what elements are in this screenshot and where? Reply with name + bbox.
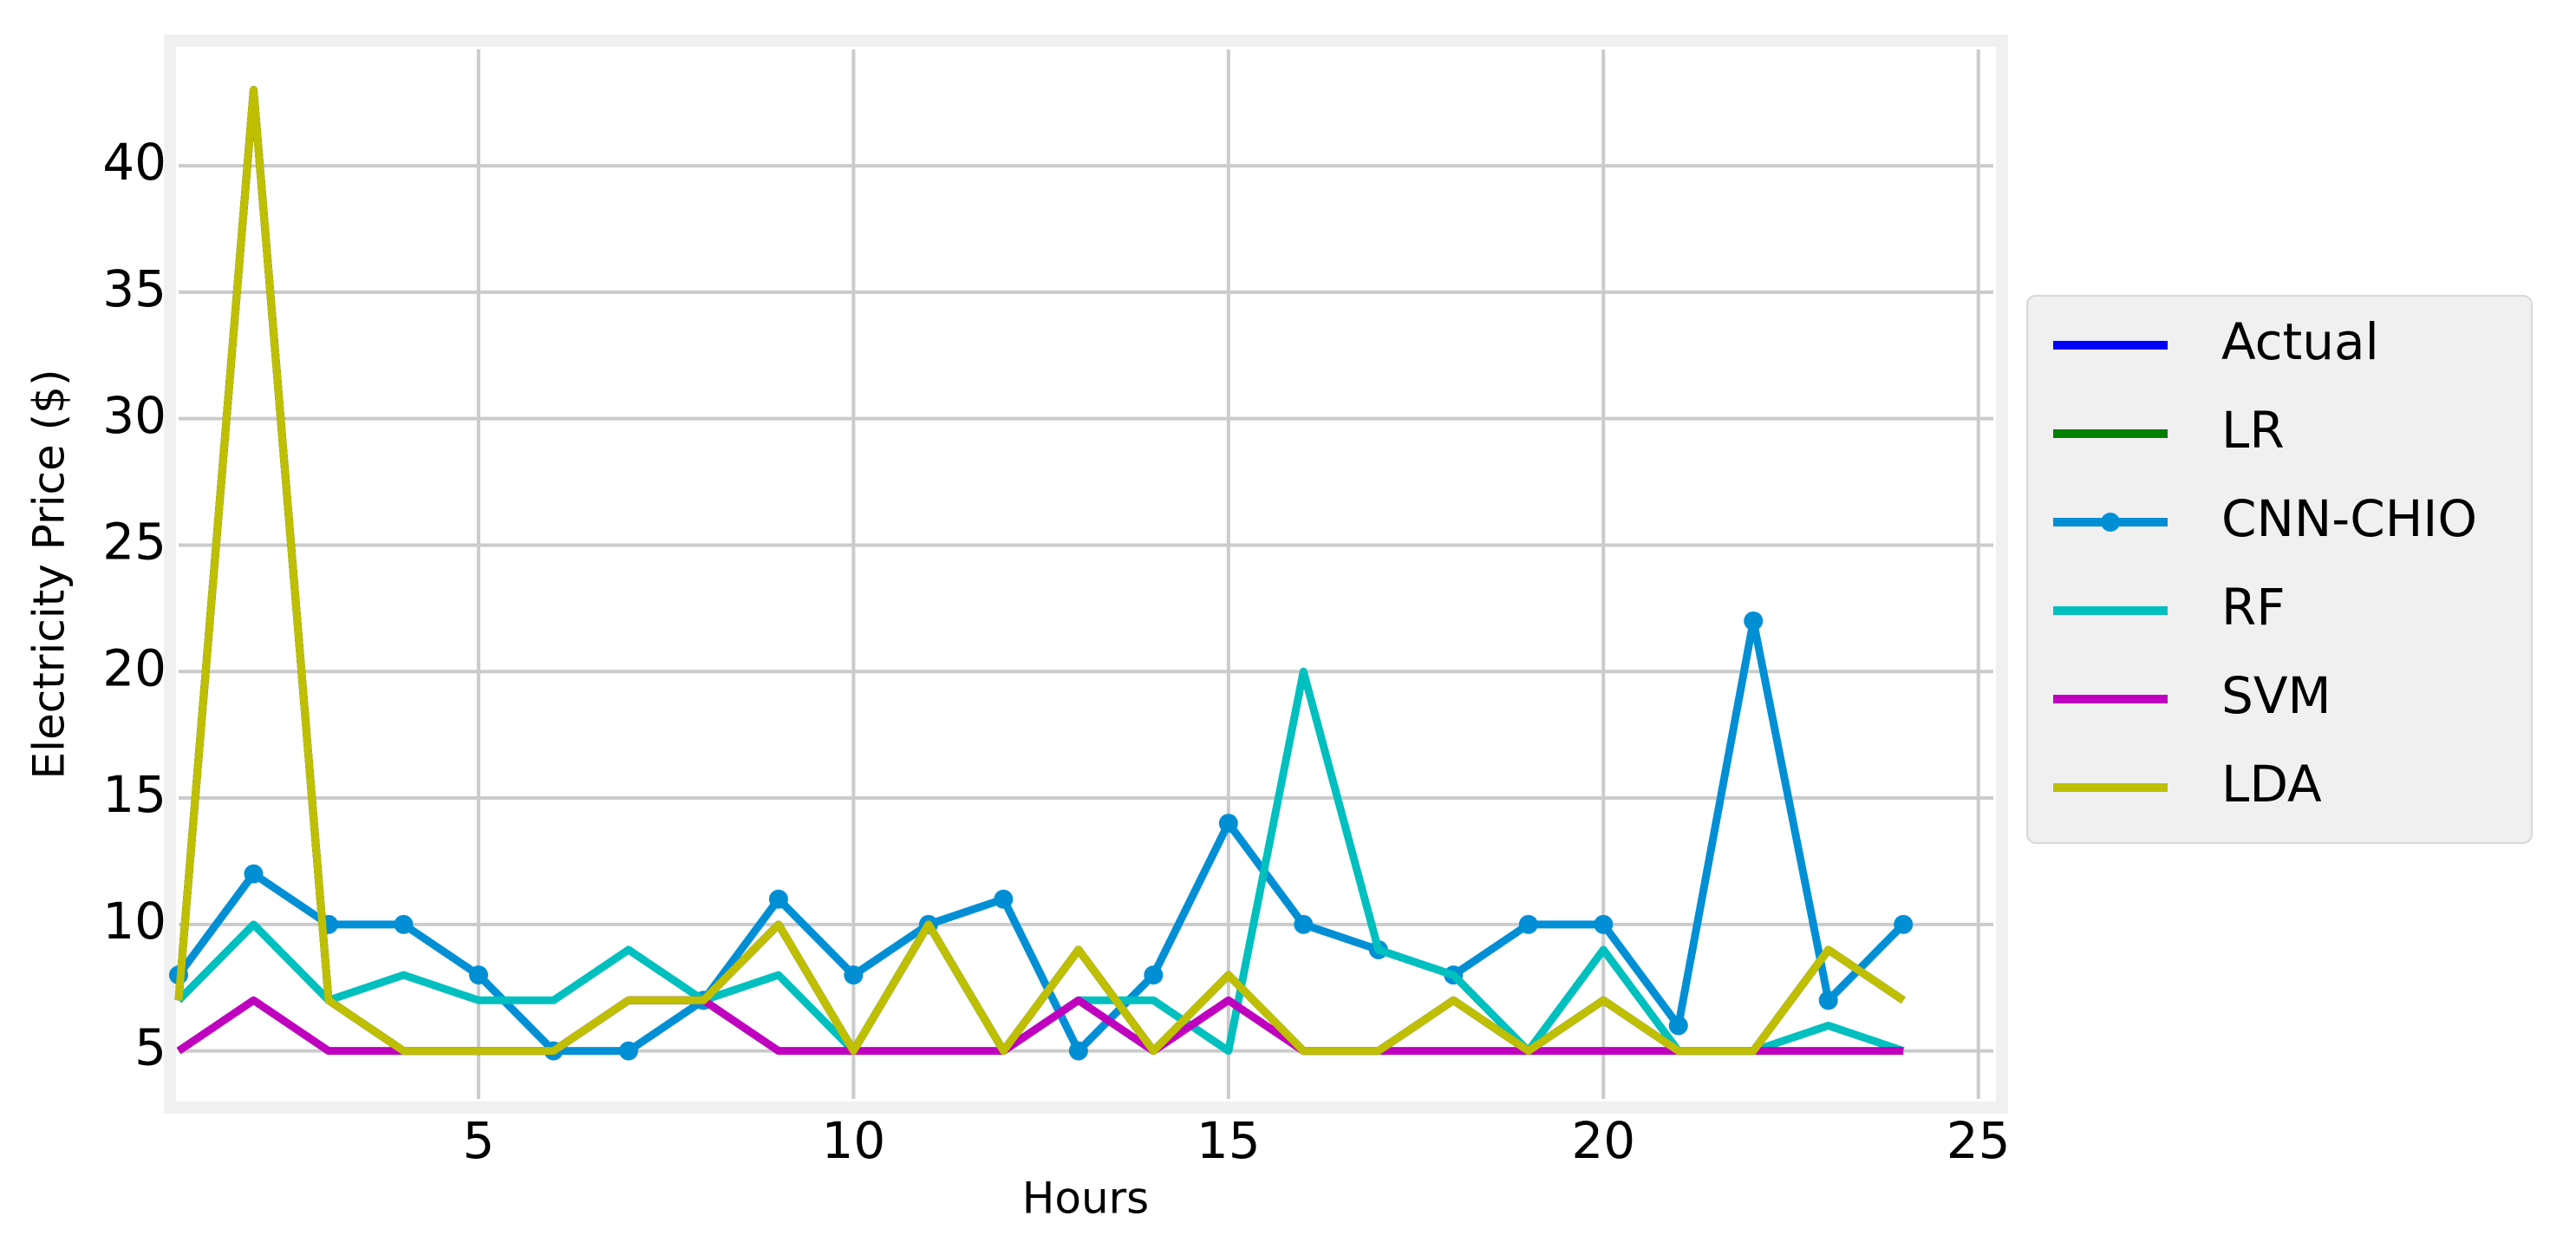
series-marker: [468, 965, 488, 985]
series-marker: [1668, 1016, 1688, 1036]
y-axis-label: Electricity Price ($): [24, 369, 75, 780]
series-line: [174, 86, 1906, 1056]
legend-label: Actual: [2221, 312, 2379, 371]
y-tick-label: 15: [102, 765, 166, 824]
series-marker: [844, 965, 864, 985]
legend-label: LDA: [2221, 755, 2322, 814]
series-marker: [1518, 914, 1538, 934]
legend-entries: Actual LR CNN-CHIO RF SVM LDA: [2053, 312, 2477, 814]
x-tick-label: 15: [1197, 1111, 1261, 1170]
legend-label: LR: [2221, 401, 2285, 460]
x-tick-label: 25: [1947, 1111, 2011, 1170]
y-tick-label: 25: [102, 513, 166, 572]
grid: [179, 49, 1993, 1099]
x-axis-label: Hours: [1022, 1174, 1149, 1224]
y-tick-label: 5: [134, 1018, 166, 1077]
legend-label: SVM: [2221, 666, 2331, 725]
lines: [169, 86, 1914, 1061]
series-marker: [1218, 814, 1238, 834]
y-tick-label: 40: [102, 133, 166, 192]
legend-marker: [2101, 513, 2120, 532]
series-marker: [1144, 965, 1164, 985]
legend-label: RF: [2221, 578, 2286, 637]
series-marker: [1894, 914, 1914, 934]
series-marker: [1744, 611, 1764, 631]
series-marker: [618, 1041, 638, 1061]
series-marker: [768, 889, 788, 909]
legend-label: CNN-CHIO: [2221, 489, 2477, 548]
series-marker: [244, 864, 264, 884]
series-marker: [994, 889, 1014, 909]
y-tick-label: 30: [102, 386, 166, 445]
plot-frame: [164, 35, 2008, 1114]
x-tick-label: 10: [821, 1111, 885, 1170]
series-marker: [394, 914, 414, 934]
y-tick-label: 35: [102, 259, 166, 318]
series-line: [174, 86, 1906, 1056]
series-marker: [1594, 914, 1614, 934]
series-line: [174, 86, 1906, 1056]
series-marker: [1818, 991, 1838, 1010]
y-tick-label: 10: [102, 892, 166, 951]
series-line: [175, 617, 1907, 1056]
series-marker: [1068, 1041, 1088, 1061]
x-tick-label: 5: [462, 1111, 494, 1170]
y-tick-label: 20: [102, 638, 166, 697]
series-marker: [1294, 914, 1314, 934]
x-tick-label: 20: [1571, 1111, 1635, 1170]
